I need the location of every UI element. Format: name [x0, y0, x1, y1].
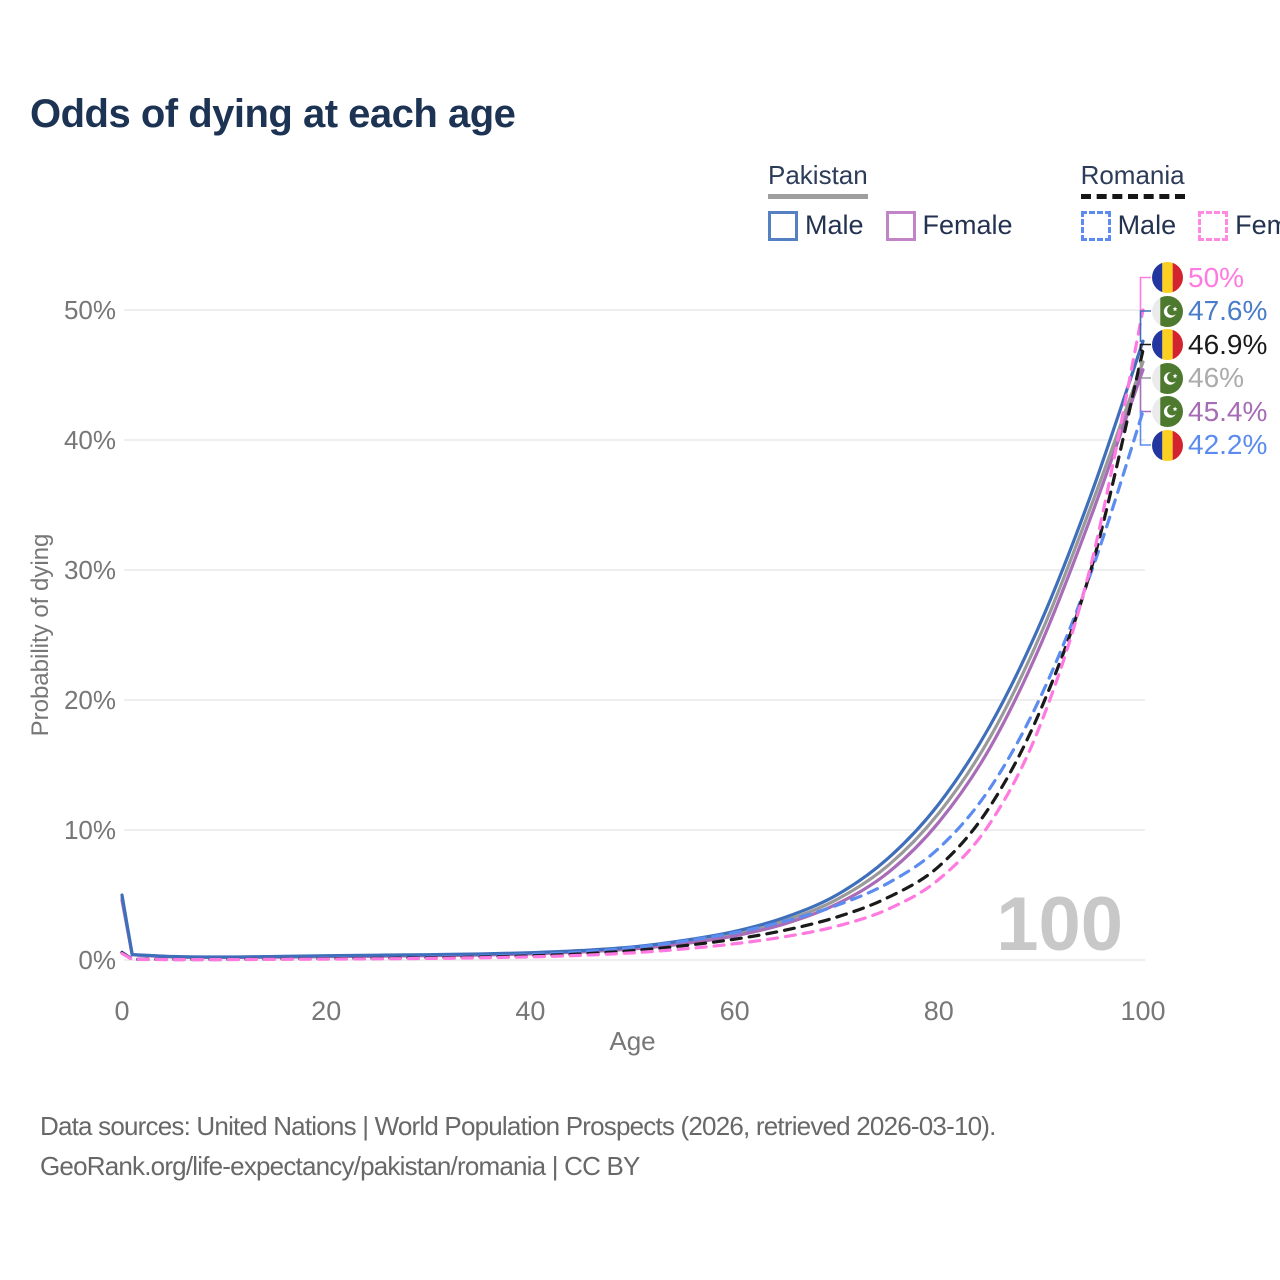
legend-item-romania-female[interactable]: Female	[1198, 210, 1280, 241]
end-label-rom-female: 50%	[1152, 262, 1244, 294]
age-counter-watermark: 100	[996, 882, 1123, 967]
y-tick-label: 50%	[64, 295, 116, 325]
end-label-value: 42.2%	[1188, 429, 1268, 460]
series-line-pak-total	[120, 360, 1145, 959]
end-label-connector-rom-female	[1139, 276, 1151, 311]
series-line-rom-female	[120, 308, 1145, 962]
romania-flag-icon	[1152, 329, 1183, 360]
footer-line-2: GeoRank.org/life-expectancy/pakistan/rom…	[40, 1151, 640, 1181]
end-label-pak-total: 46%	[1152, 362, 1244, 394]
legend-group-romania: Romania Male Female	[1080, 160, 1280, 241]
legend-country-pakistan: Pakistan	[768, 160, 868, 199]
legend-country-romania: Romania	[1080, 160, 1185, 199]
end-label-value: 45.4%	[1188, 395, 1268, 427]
pakistan-female-swatch	[885, 210, 916, 241]
x-axis-title: Age	[609, 1026, 655, 1056]
series-line-pak-female	[120, 368, 1145, 960]
x-tick-label: 40	[515, 996, 545, 1026]
legend-item-label: Male	[805, 210, 864, 240]
x-tick-label: 20	[311, 996, 341, 1026]
legend-item-pakistan-male[interactable]: Male	[768, 210, 864, 241]
end-label-value: 47.6%	[1188, 295, 1268, 326]
legend-item-label: Male	[1117, 210, 1177, 240]
y-tick-label: 0%	[78, 945, 116, 975]
end-label-connector-pak-female	[1139, 369, 1151, 413]
series-line-rom-total	[120, 348, 1145, 962]
y-tick-label: 10%	[64, 815, 116, 845]
page-title: Odds of dying at each age	[30, 92, 516, 136]
end-label-connector-rom-total	[1139, 343, 1151, 352]
end-label-value: 50%	[1188, 261, 1245, 293]
x-tick-label: 60	[720, 996, 750, 1026]
y-tick-label: 40%	[64, 425, 116, 455]
y-tick-label: 30%	[64, 555, 116, 585]
end-label-pak-male: 47.6%	[1152, 295, 1267, 327]
pakistan-male-swatch	[768, 210, 798, 241]
pakistan-flag-icon	[1152, 362, 1183, 394]
y-axis-title: Probability of dying	[27, 534, 54, 737]
romania-flag-icon	[1152, 429, 1183, 461]
end-label-pak-female: 45.4%	[1152, 396, 1267, 428]
end-label-rom-male: 42.2%	[1152, 429, 1267, 461]
romania-male-swatch	[1080, 210, 1111, 241]
x-tick-label: 100	[1120, 996, 1165, 1026]
pakistan-flag-icon	[1152, 396, 1183, 427]
end-label-connector-rom-male	[1139, 410, 1151, 446]
series-line-pak-male	[120, 339, 1145, 959]
romania-female-swatch	[1198, 210, 1229, 241]
x-tick-label: 0	[114, 996, 129, 1026]
end-label-connector-pak-male	[1139, 310, 1151, 342]
x-tick-label: 80	[924, 996, 954, 1026]
series-line-rom-male	[120, 409, 1145, 961]
end-label-value: 46%	[1188, 362, 1245, 393]
legend-item-pakistan-female[interactable]: Female	[885, 210, 1013, 241]
legend-item-romania-male[interactable]: Male	[1080, 210, 1177, 241]
legend-item-label: Female	[1235, 210, 1280, 240]
pakistan-flag-icon	[1152, 295, 1183, 327]
end-label-rom-total: 46.9%	[1152, 329, 1267, 361]
legend: Pakistan Male Female Romania Male Female	[768, 160, 1280, 241]
footer-attribution: Data sources: United Nations | World Pop…	[40, 1106, 996, 1186]
romania-flag-icon	[1152, 262, 1183, 293]
legend-item-label: Female	[922, 210, 1013, 240]
end-label-value: 46.9%	[1188, 328, 1268, 360]
legend-group-pakistan: Pakistan Male Female	[768, 160, 1013, 241]
footer-line-1: Data sources: United Nations | World Pop…	[40, 1111, 996, 1141]
y-tick-label: 20%	[64, 685, 116, 715]
